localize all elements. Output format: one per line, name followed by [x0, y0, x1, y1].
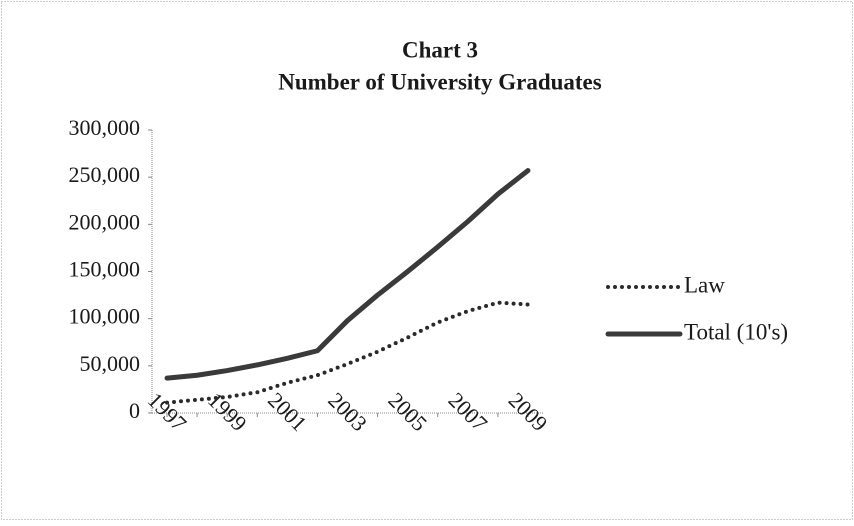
x-tick-label: 2009: [504, 387, 553, 436]
y-tick-label: 250,000: [69, 162, 141, 187]
x-tick-label: 2007: [444, 387, 493, 436]
y-tick-label: 100,000: [69, 304, 141, 329]
legend-label: Total (10's): [684, 319, 788, 344]
y-tick-label: 200,000: [69, 209, 141, 234]
chart-subtitle: Number of University Graduates: [278, 69, 602, 94]
y-tick-label: 150,000: [69, 257, 141, 282]
legend-label: Law: [684, 272, 725, 297]
chart-title: Chart 3: [402, 37, 478, 62]
x-tick-label: 1997: [143, 387, 192, 436]
y-tick-label: 300,000: [69, 115, 141, 140]
x-tick-label: 2003: [323, 387, 372, 436]
x-tick-label: 2005: [383, 387, 432, 436]
x-tick-label: 2001: [263, 387, 312, 436]
line-series: [164, 168, 531, 381]
y-tick-label: 50,000: [80, 351, 141, 376]
y-tick-label: 0: [129, 398, 140, 423]
